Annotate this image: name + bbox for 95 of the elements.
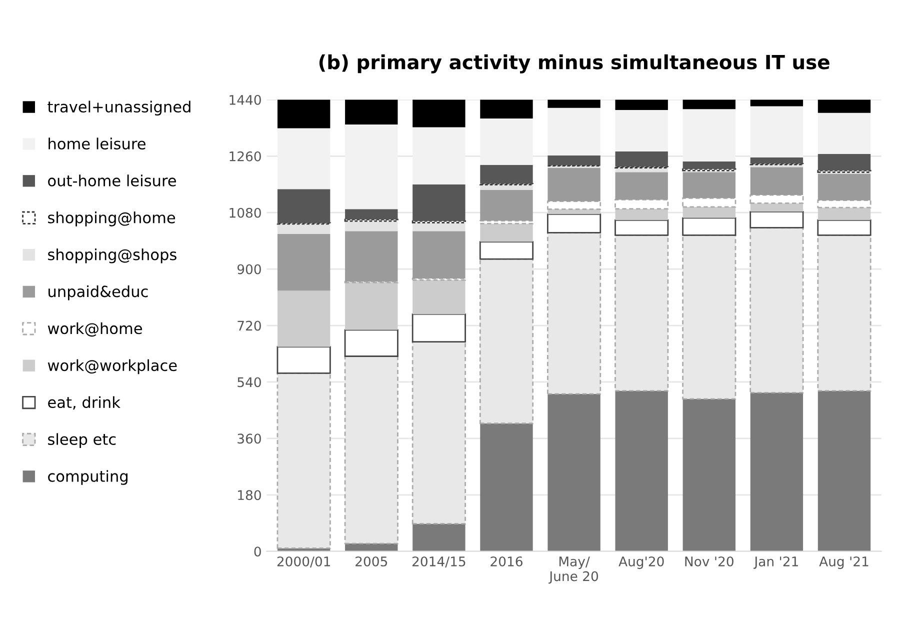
- bar: [412, 314, 466, 343]
- bar: [276, 346, 331, 374]
- bar: [750, 100, 804, 106]
- x-tick-label: 2014/15: [412, 556, 466, 568]
- bar: [750, 167, 804, 196]
- bar: [682, 161, 736, 169]
- x-tick-label: Jan '21: [754, 556, 798, 569]
- bar: [615, 100, 668, 110]
- bar: [480, 423, 533, 552]
- bar: [345, 282, 398, 330]
- legend-label: home leisure: [48, 138, 146, 150]
- y-tick-label: 360: [238, 434, 261, 444]
- bar: [615, 208, 668, 220]
- legend-label: computing: [48, 470, 128, 485]
- bar: [412, 100, 466, 128]
- legend-label: eat, drink: [48, 396, 120, 410]
- x-tick-label: 2005: [356, 556, 388, 566]
- y-tick-label: 720: [238, 320, 261, 331]
- bar: [480, 224, 533, 242]
- bar: [412, 184, 466, 222]
- bar: [277, 290, 330, 347]
- bar: [750, 194, 804, 204]
- x-tick-label: Aug '21: [819, 556, 868, 569]
- bar: [682, 100, 736, 110]
- bar: [345, 544, 398, 552]
- bar: [818, 100, 871, 113]
- bar: [614, 219, 669, 236]
- bar: [818, 208, 871, 220]
- bar: [345, 221, 398, 232]
- bar: [615, 168, 668, 172]
- y-tick-label: 540: [238, 377, 261, 388]
- bar: [479, 241, 534, 260]
- x-tick-label: Aug'20: [618, 556, 664, 569]
- bar: [615, 110, 668, 152]
- bar: [614, 199, 669, 210]
- bar: [412, 280, 466, 314]
- bar: [277, 100, 330, 128]
- bar: [750, 210, 804, 228]
- y-tick-label: 1080: [230, 208, 261, 218]
- bar: [345, 209, 398, 220]
- bar: [682, 206, 736, 218]
- bar: [548, 156, 600, 166]
- bar: [480, 184, 533, 190]
- chart-title: (b) primary activity minus simultaneous IT use: [319, 54, 830, 74]
- y-tick-label: 900: [237, 264, 261, 274]
- bar: [548, 108, 600, 156]
- bar: [682, 197, 736, 208]
- bar: [277, 224, 330, 234]
- y-tick-label: 1260: [230, 151, 261, 162]
- y-tick-label: 1440: [230, 94, 261, 105]
- bar: [682, 398, 736, 552]
- y-tick-label: 0: [254, 546, 261, 557]
- x-tick-label: May/ June 20: [548, 556, 598, 584]
- x-tick-label: 2000/01: [277, 556, 330, 568]
- bar: [547, 213, 602, 234]
- legend-label: unpaid&educ: [48, 285, 148, 300]
- bar: [615, 151, 668, 167]
- bar: [480, 100, 533, 118]
- legend-label: sleep etc: [48, 433, 116, 448]
- bar: [682, 172, 736, 198]
- bar: [817, 219, 872, 236]
- bar: [682, 217, 736, 236]
- legend-label: work@home: [48, 322, 142, 337]
- x-tick-label: 2016: [490, 556, 522, 566]
- bar: [412, 222, 466, 232]
- bar: [344, 329, 398, 357]
- legend-label: shopping@home: [48, 212, 176, 226]
- y-tick-label: 180: [238, 490, 261, 500]
- bar: [818, 390, 871, 552]
- bar: [345, 231, 398, 282]
- bar: [548, 168, 600, 202]
- legend-label: work@workplace: [48, 359, 177, 374]
- bar: [615, 390, 668, 552]
- legend-label: shopping@shops: [48, 248, 176, 264]
- legend-label: travel+unassigned: [48, 100, 190, 116]
- bar: [817, 200, 872, 208]
- bar: [345, 100, 398, 124]
- bar: [480, 164, 533, 184]
- bar: [480, 190, 533, 221]
- bar: [548, 100, 600, 108]
- bar: [547, 200, 602, 210]
- bar: [615, 172, 668, 200]
- bar: [750, 203, 804, 212]
- bar: [412, 231, 466, 278]
- bar: [750, 392, 804, 552]
- bar: [412, 524, 466, 552]
- bar: [818, 174, 871, 200]
- bar: [277, 189, 330, 223]
- bar: [818, 112, 871, 154]
- bar: [277, 234, 330, 290]
- bar: [548, 394, 600, 552]
- bar: [818, 154, 871, 171]
- x-tick-label: Nov '20: [685, 556, 734, 566]
- legend-label: out-home leisure: [48, 174, 176, 186]
- bar: [750, 157, 804, 164]
